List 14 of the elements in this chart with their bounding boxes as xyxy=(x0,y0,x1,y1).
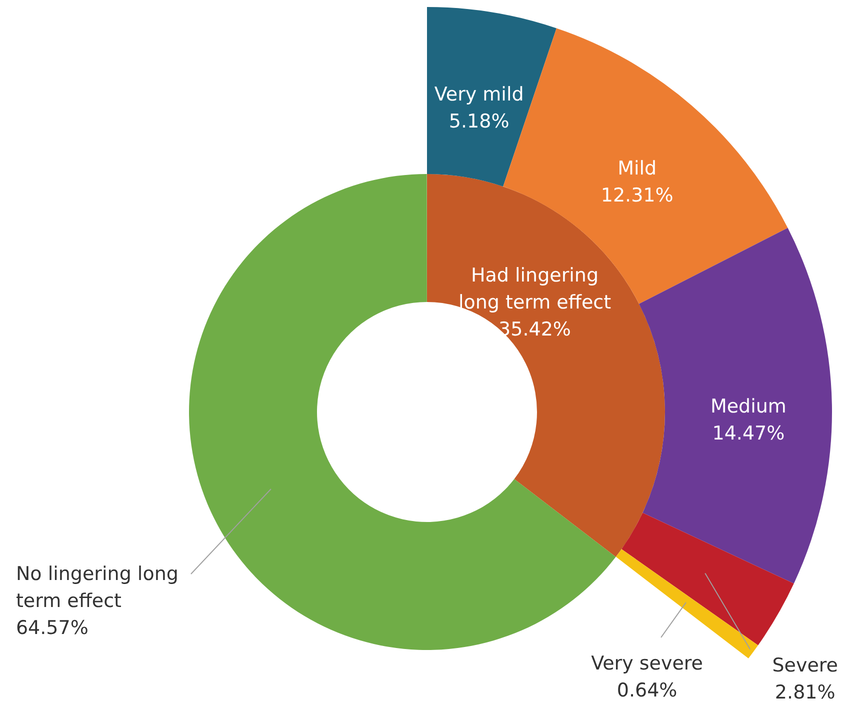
data-label: 35.42% xyxy=(498,318,571,340)
data-label: 0.64% xyxy=(616,679,678,702)
slice-label: Very severe xyxy=(591,652,703,674)
data-label: 5.18% xyxy=(448,110,510,133)
slice-label: Very mild xyxy=(434,84,524,106)
data-label: 64.57% xyxy=(16,616,88,639)
slice-label: Severe xyxy=(772,654,838,676)
data-label: 2.81% xyxy=(774,681,836,704)
data-label: 14.47% xyxy=(712,422,785,444)
slice-label: Mild xyxy=(618,158,657,180)
slice-label: Medium xyxy=(710,395,786,418)
data-label: 12.31% xyxy=(600,184,674,207)
slice-label: Had lingering long term effect xyxy=(458,264,612,314)
slice-label: No lingering long term effect xyxy=(16,562,178,612)
